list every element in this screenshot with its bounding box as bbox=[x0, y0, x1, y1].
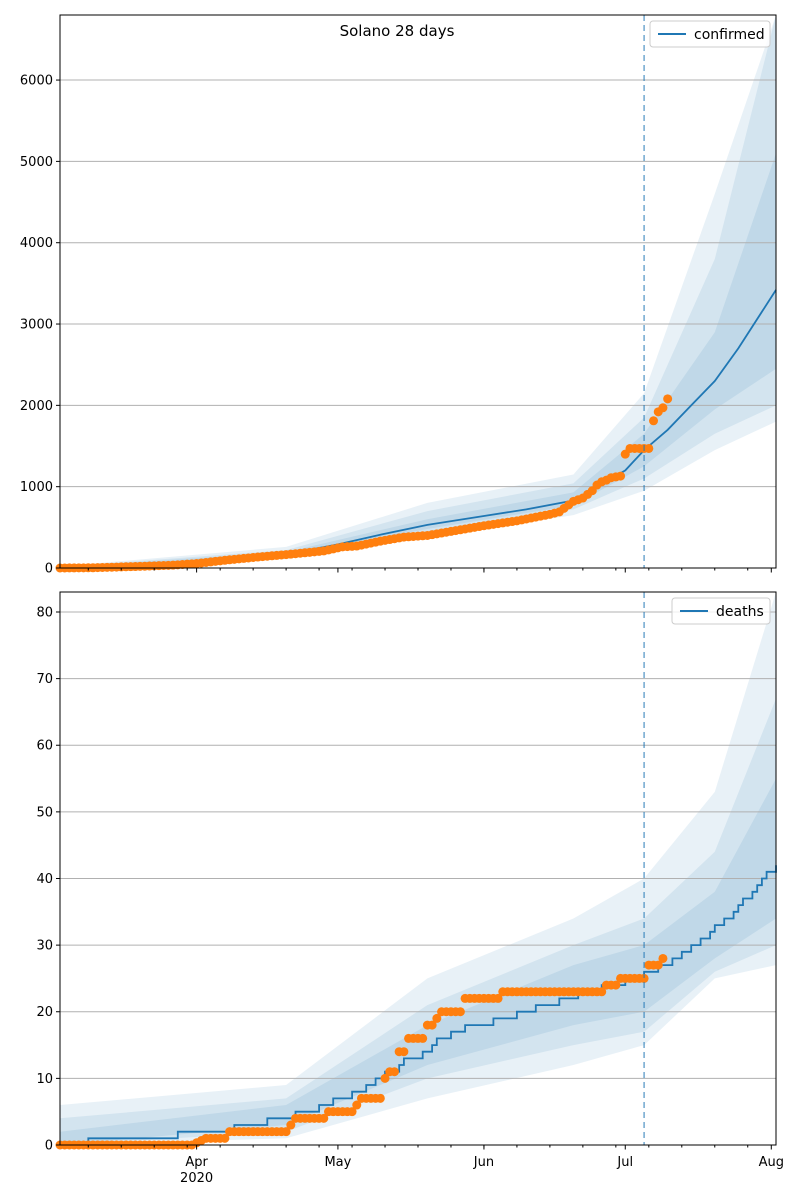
observed-point bbox=[658, 953, 668, 963]
legend-box bbox=[649, 20, 771, 48]
y-tick-label: 0 bbox=[45, 562, 53, 577]
confirmed-gridlines bbox=[60, 79, 776, 488]
observed-point bbox=[658, 403, 668, 413]
uncertainty-band-0 bbox=[60, 592, 776, 1145]
x-tick-label: May bbox=[324, 1155, 351, 1170]
observed-point bbox=[639, 973, 649, 983]
x-tick-label: Jul bbox=[616, 1155, 633, 1170]
observed-point bbox=[220, 1133, 230, 1143]
observed-point bbox=[286, 1120, 296, 1130]
observed-point bbox=[616, 471, 626, 481]
y-tick-label: 10 bbox=[36, 1072, 53, 1087]
confirmed-legend: confirmed bbox=[649, 20, 771, 48]
y-tick-label: 0 bbox=[45, 1139, 53, 1154]
confirmed-panel: 0 1000 2000 3000 4000 5000 6000 Solano 28 days… bbox=[20, 14, 777, 577]
observed-point bbox=[347, 1107, 357, 1117]
uncertainty-band-1 bbox=[60, 698, 776, 1145]
deaths-uncertainty-bands bbox=[60, 592, 776, 1145]
observed-point bbox=[380, 1073, 390, 1083]
confirmed-series bbox=[55, 15, 777, 573]
y-tick-label: 80 bbox=[36, 605, 53, 620]
legend-label-confirmed: confirmed bbox=[694, 27, 765, 43]
legend-box bbox=[671, 597, 771, 625]
x-tick-label: Aug bbox=[759, 1155, 784, 1170]
observed-point bbox=[649, 416, 659, 426]
y-tick-label: 60 bbox=[36, 739, 53, 754]
observed-point bbox=[455, 1007, 465, 1017]
observed-point bbox=[653, 960, 663, 970]
observed-point bbox=[375, 1093, 385, 1103]
observed-point bbox=[597, 987, 607, 997]
deaths-gridlines bbox=[60, 611, 776, 1079]
observed-point bbox=[611, 980, 621, 990]
y-tick-label: 1000 bbox=[20, 480, 53, 495]
deaths-legend: deaths bbox=[671, 597, 771, 625]
observed-point bbox=[644, 443, 654, 453]
observed-point bbox=[352, 1100, 362, 1110]
observed-point bbox=[399, 1047, 409, 1057]
observed-point bbox=[432, 1013, 442, 1023]
observed-point bbox=[493, 993, 503, 1003]
uncertainty-band-2 bbox=[60, 778, 776, 1145]
observed-point bbox=[427, 1020, 437, 1030]
observed-point bbox=[663, 394, 673, 404]
chart-title: Solano 28 days bbox=[340, 22, 455, 40]
observed-point bbox=[281, 1127, 291, 1137]
y-tick-label: 50 bbox=[36, 805, 53, 820]
legend-label-deaths: deaths bbox=[716, 604, 764, 620]
x-tick-label: Apr bbox=[185, 1155, 208, 1170]
deaths-series bbox=[55, 592, 777, 1150]
y-tick-label: 70 bbox=[36, 672, 53, 687]
y-tick-label: 6000 bbox=[20, 74, 53, 89]
observed-point bbox=[389, 1067, 399, 1077]
y-tick-label: 30 bbox=[36, 939, 53, 954]
x-tick-year-label: 2020 bbox=[180, 1171, 213, 1186]
observed-point bbox=[319, 1113, 329, 1123]
median-line-deaths bbox=[60, 865, 777, 1146]
observed-point bbox=[418, 1033, 428, 1043]
y-tick-label: 20 bbox=[36, 1005, 53, 1020]
y-tick-label: 40 bbox=[36, 872, 53, 887]
y-tick-label: 2000 bbox=[20, 399, 53, 414]
y-tick-label: 3000 bbox=[20, 318, 53, 333]
y-tick-label: 4000 bbox=[20, 236, 53, 251]
confirmed-ticks: 0 1000 2000 3000 4000 5000 6000 bbox=[20, 74, 772, 577]
y-tick-label: 5000 bbox=[20, 155, 53, 170]
x-tick-label: Jun bbox=[473, 1155, 494, 1170]
